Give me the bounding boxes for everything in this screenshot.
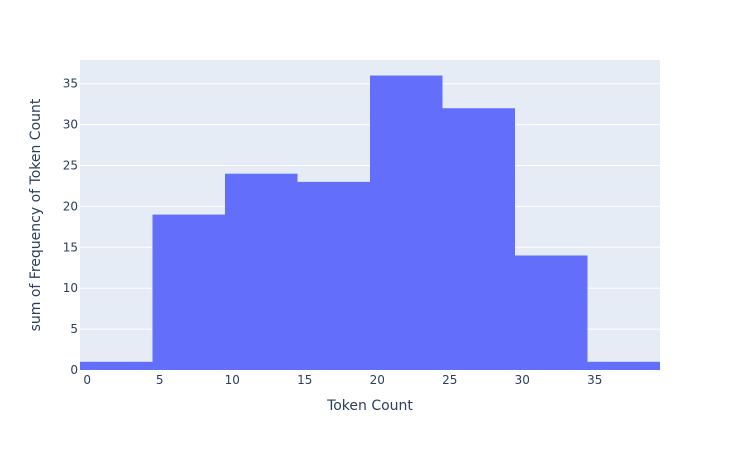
y-axis-ticks: 0 5 10 15 20 25 30 35 [63, 77, 78, 377]
x-tick-label: 0 [83, 373, 91, 387]
histogram-bar[interactable] [225, 173, 298, 370]
histogram-bar[interactable] [370, 75, 443, 370]
y-tick-label: 30 [63, 118, 78, 132]
x-axis-title: Token Count [326, 398, 413, 414]
x-tick-label: 20 [370, 373, 385, 387]
x-tick-label: 35 [587, 373, 602, 387]
y-tick-label: 0 [70, 363, 78, 377]
histogram-bar[interactable] [297, 181, 371, 370]
y-tick-label: 20 [63, 199, 78, 213]
x-tick-label: 30 [515, 373, 530, 387]
bars [80, 75, 661, 370]
x-axis-ticks: 0 5 10 15 20 25 30 35 [83, 373, 602, 387]
x-tick-label: 15 [297, 373, 312, 387]
histogram-bar[interactable] [587, 361, 661, 370]
histogram-bar[interactable] [442, 108, 516, 370]
x-tick-label: 5 [156, 373, 164, 387]
y-tick-label: 10 [63, 281, 78, 295]
y-tick-label: 15 [63, 240, 78, 254]
histogram-bar[interactable] [80, 361, 153, 370]
x-tick-label: 10 [225, 373, 240, 387]
y-tick-label: 25 [63, 159, 78, 173]
x-tick-label: 25 [442, 373, 457, 387]
y-tick-label: 5 [70, 322, 78, 336]
histogram-bar[interactable] [152, 214, 226, 370]
y-axis-title: sum of Frequency of Token Count [28, 98, 44, 331]
histogram-bar[interactable] [515, 255, 588, 370]
y-tick-label: 35 [63, 77, 78, 91]
